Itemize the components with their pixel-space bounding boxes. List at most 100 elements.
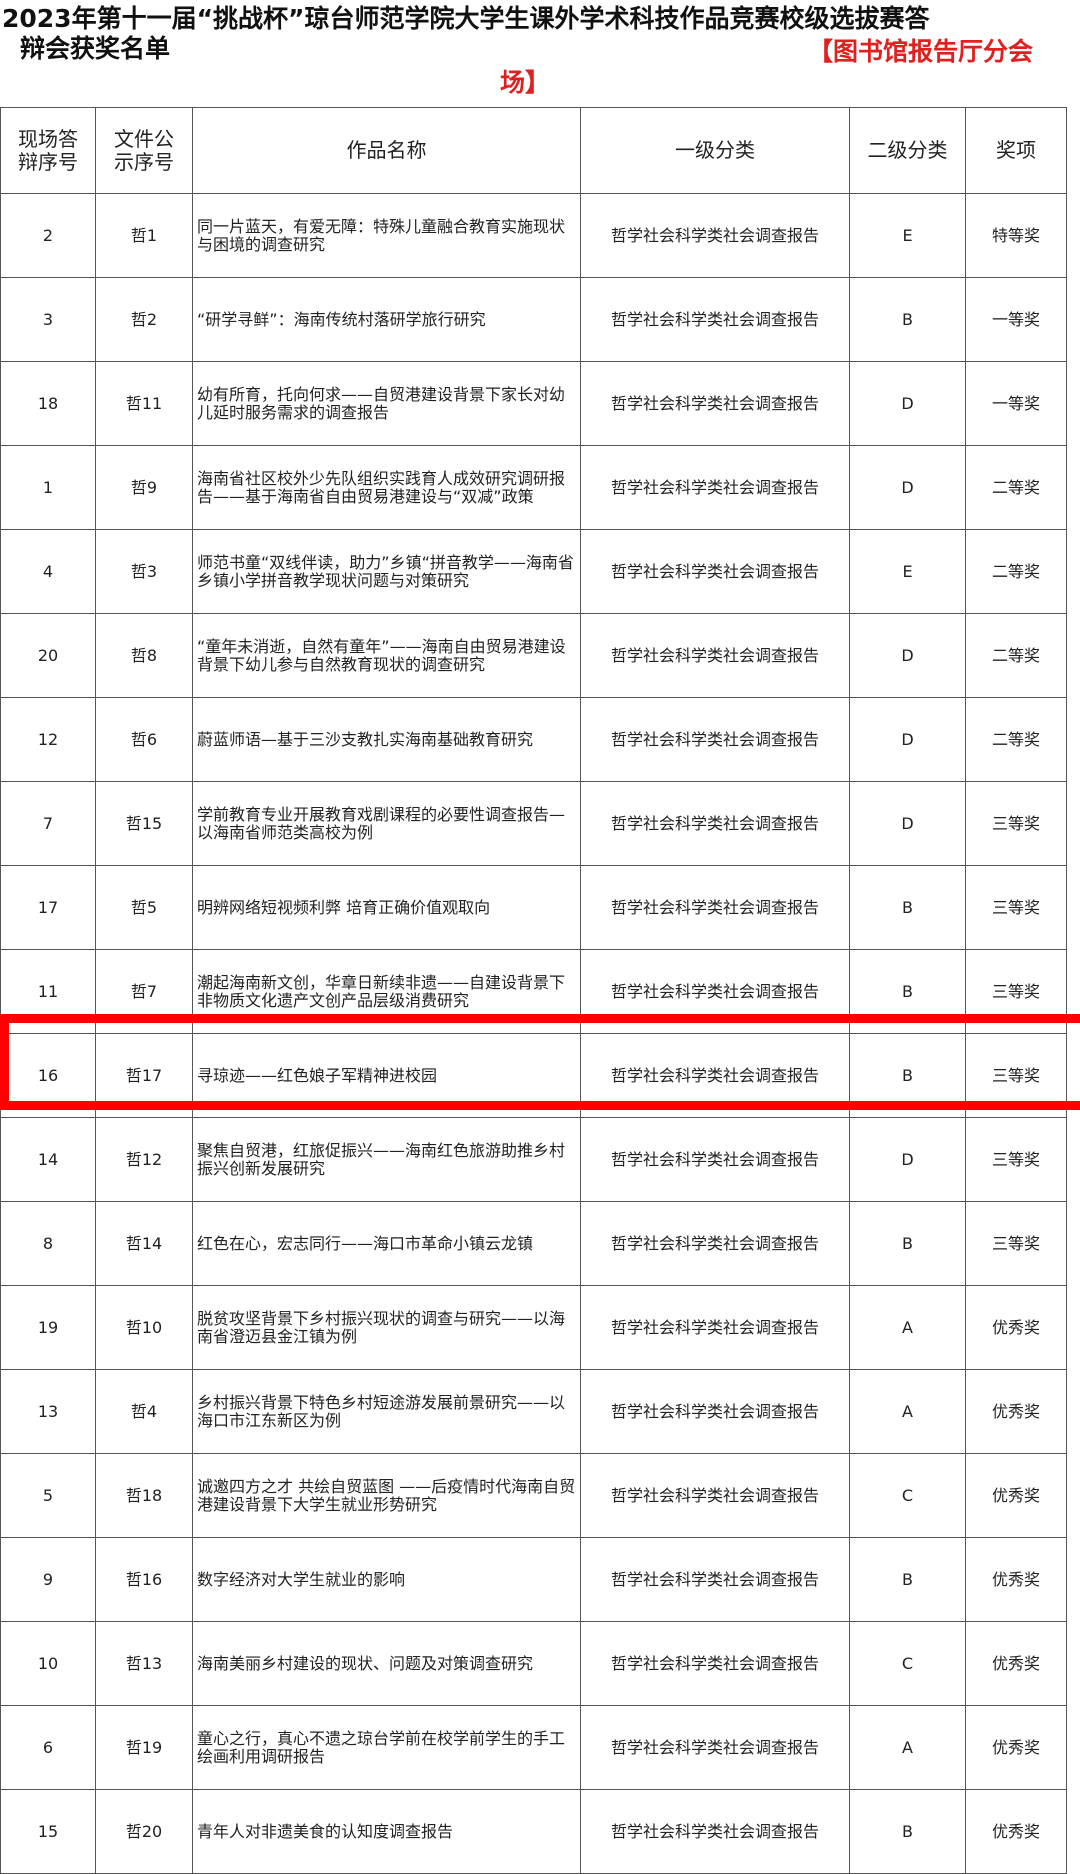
table-row: 16 哲17 寻琼迹——红色娘子军精神进校园 哲学社会科学类社会调查报告 B 三等奖 [0, 1033, 1067, 1118]
cell-award: 三等奖 [965, 781, 1067, 866]
cell-award: 优秀奖 [965, 1705, 1067, 1790]
cell-file: 哲11 [95, 361, 193, 446]
cell-seq: 3 [0, 277, 96, 362]
cell-name: 海南省社区校外少先队组织实践育人成效研究调研报告——基于海南省自由贸易港建设与“… [192, 445, 581, 530]
cell-name: 青年人对非遗美食的认知度调查报告 [192, 1789, 581, 1874]
header-cat2: 二级分类 [849, 107, 966, 194]
cell-seq: 17 [0, 865, 96, 950]
cell-name: 蔚蓝师语—基于三沙支教扎实海南基础教育研究 [192, 697, 581, 782]
table-row: 17 哲5 明辨网络短视频利弊 培育正确价值观取向 哲学社会科学类社会调查报告 B 三等奖 [0, 865, 1067, 950]
cell-award: 三等奖 [965, 1201, 1067, 1286]
cell-seq: 16 [0, 1033, 96, 1118]
cell-file: 哲7 [95, 949, 193, 1034]
cell-seq: 19 [0, 1285, 96, 1370]
cell-cat2: D [849, 697, 966, 782]
table-row: 14 哲12 聚焦自贸港，红旅促振兴——海南红色旅游助推乡村振兴创新发展研究 哲学社会… [0, 1117, 1067, 1202]
cell-file: 哲3 [95, 529, 193, 614]
cell-award: 一等奖 [965, 361, 1067, 446]
cell-award: 一等奖 [965, 277, 1067, 362]
cell-cat1: 哲学社会科学类社会调查报告 [580, 613, 850, 698]
cell-cat1: 哲学社会科学类社会调查报告 [580, 277, 850, 362]
header-cat1: 一级分类 [580, 107, 850, 194]
cell-seq: 5 [0, 1453, 96, 1538]
cell-cat1: 哲学社会科学类社会调查报告 [580, 1369, 850, 1454]
cell-cat2: C [849, 1621, 966, 1706]
table-row: 9 哲16 数字经济对大学生就业的影响 哲学社会科学类社会调查报告 B 优秀奖 [0, 1537, 1067, 1622]
cell-seq: 8 [0, 1201, 96, 1286]
table-row: 18 哲11 幼有所育，托向何求——自贸港建设背景下家长对幼儿延时服务需求的调查报告… [0, 361, 1067, 446]
cell-seq: 18 [0, 361, 96, 446]
header-award: 奖项 [965, 107, 1067, 194]
cell-cat2: D [849, 781, 966, 866]
cell-file: 哲1 [95, 193, 193, 278]
cell-award: 特等奖 [965, 193, 1067, 278]
cell-seq: 9 [0, 1537, 96, 1622]
cell-seq: 4 [0, 529, 96, 614]
cell-cat1: 哲学社会科学类社会调查报告 [580, 529, 850, 614]
cell-seq: 12 [0, 697, 96, 782]
cell-name: 学前教育专业开展教育戏剧课程的必要性调查报告—以海南省师范类高校为例 [192, 781, 581, 866]
cell-award: 三等奖 [965, 1033, 1067, 1118]
cell-cat1: 哲学社会科学类社会调查报告 [580, 1537, 850, 1622]
cell-cat2: B [849, 1201, 966, 1286]
cell-file: 哲12 [95, 1117, 193, 1202]
venue-label-part2: 场】 [500, 68, 551, 97]
cell-file: 哲4 [95, 1369, 193, 1454]
cell-name: 寻琼迹——红色娘子军精神进校园 [192, 1033, 581, 1118]
table-row: 1 哲9 海南省社区校外少先队组织实践育人成效研究调研报告——基于海南省自由贸易港建… [0, 445, 1067, 530]
cell-name: 脱贫攻坚背景下乡村振兴现状的调查与研究——以海南省澄迈县金江镇为例 [192, 1285, 581, 1370]
table-row: 6 哲19 童心之行，真心不遗之琼台学前在校学前学生的手工绘画利用调研报告 哲学社会科… [0, 1705, 1067, 1790]
cell-award: 优秀奖 [965, 1453, 1067, 1538]
cell-file: 哲18 [95, 1453, 193, 1538]
table-row: 13 哲4 乡村振兴背景下特色乡村短途游发展前景研究——以海口市江东新区为例 哲学社会… [0, 1369, 1067, 1454]
cell-file: 哲15 [95, 781, 193, 866]
table-row: 11 哲7 潮起海南新文创，华章日新续非遗——自建设背景下非物质文化遗产文创产品层级… [0, 949, 1067, 1034]
cell-award: 优秀奖 [965, 1621, 1067, 1706]
cell-cat2: D [849, 361, 966, 446]
title-line-2: 辩会获奖名单 [20, 34, 171, 63]
cell-file: 哲2 [95, 277, 193, 362]
cell-file: 哲10 [95, 1285, 193, 1370]
table-row: 2 哲1 同一片蓝天，有爱无障：特殊儿童融合教育实施现状与困境的调查研究 哲学社会科学… [0, 193, 1067, 278]
header-name: 作品名称 [192, 107, 581, 194]
header-seq: 现场答辩序号 [0, 107, 96, 194]
cell-award: 优秀奖 [965, 1789, 1067, 1874]
cell-award: 三等奖 [965, 949, 1067, 1034]
cell-cat2: A [849, 1285, 966, 1370]
venue-label-part1: 【图书馆报告厅分会 [808, 37, 1034, 66]
cell-cat2: D [849, 613, 966, 698]
table-row: 8 哲14 红色在心，宏志同行——海口市革命小镇云龙镇 哲学社会科学类社会调查报告 B 三… [0, 1201, 1067, 1286]
table-row: 12 哲6 蔚蓝师语—基于三沙支教扎实海南基础教育研究 哲学社会科学类社会调查报告 D 二… [0, 697, 1067, 782]
cell-name: 师范书童“双线伴读，助力”乡镇“拼音教学——海南省乡镇小学拼音教学现状问题与对策… [192, 529, 581, 614]
cell-file: 哲8 [95, 613, 193, 698]
cell-seq: 14 [0, 1117, 96, 1202]
cell-award: 三等奖 [965, 1117, 1067, 1202]
cell-cat1: 哲学社会科学类社会调查报告 [580, 781, 850, 866]
table-header-row: 现场答辩序号 文件公示序号 作品名称 一级分类 二级分类 奖项 [0, 107, 1067, 194]
page-title: 2023年第十一届“挑战杯”琼台师范学院大学生课外学术科技作品竞赛校级选拔赛答 … [2, 4, 1072, 64]
cell-cat1: 哲学社会科学类社会调查报告 [580, 949, 850, 1034]
cell-name: 海南美丽乡村建设的现状、问题及对策调查研究 [192, 1621, 581, 1706]
cell-seq: 10 [0, 1621, 96, 1706]
cell-cat1: 哲学社会科学类社会调查报告 [580, 361, 850, 446]
cell-award: 优秀奖 [965, 1537, 1067, 1622]
cell-cat1: 哲学社会科学类社会调查报告 [580, 445, 850, 530]
cell-file: 哲20 [95, 1789, 193, 1874]
cell-cat1: 哲学社会科学类社会调查报告 [580, 1789, 850, 1874]
cell-award: 二等奖 [965, 697, 1067, 782]
cell-cat2: B [849, 1033, 966, 1118]
cell-cat1: 哲学社会科学类社会调查报告 [580, 1117, 850, 1202]
cell-seq: 11 [0, 949, 96, 1034]
cell-cat1: 哲学社会科学类社会调查报告 [580, 1033, 850, 1118]
table-row: 5 哲18 诚邀四方之才 共绘自贸蓝图 ——后疫情时代海南自贸港建设背景下大学生就业… [0, 1453, 1067, 1538]
cell-cat2: B [849, 277, 966, 362]
cell-cat2: D [849, 445, 966, 530]
cell-cat1: 哲学社会科学类社会调查报告 [580, 1453, 850, 1538]
cell-file: 哲9 [95, 445, 193, 530]
cell-award: 优秀奖 [965, 1369, 1067, 1454]
cell-name: 潮起海南新文创，华章日新续非遗——自建设背景下非物质文化遗产文创产品层级消费研究 [192, 949, 581, 1034]
award-table: 现场答辩序号 文件公示序号 作品名称 一级分类 二级分类 奖项 2 哲1 同一片蓝天… [0, 107, 1067, 1874]
cell-cat1: 哲学社会科学类社会调查报告 [580, 193, 850, 278]
table-row: 15 哲20 青年人对非遗美食的认知度调查报告 哲学社会科学类社会调查报告 B 优秀奖 [0, 1789, 1067, 1874]
cell-cat2: A [849, 1369, 966, 1454]
